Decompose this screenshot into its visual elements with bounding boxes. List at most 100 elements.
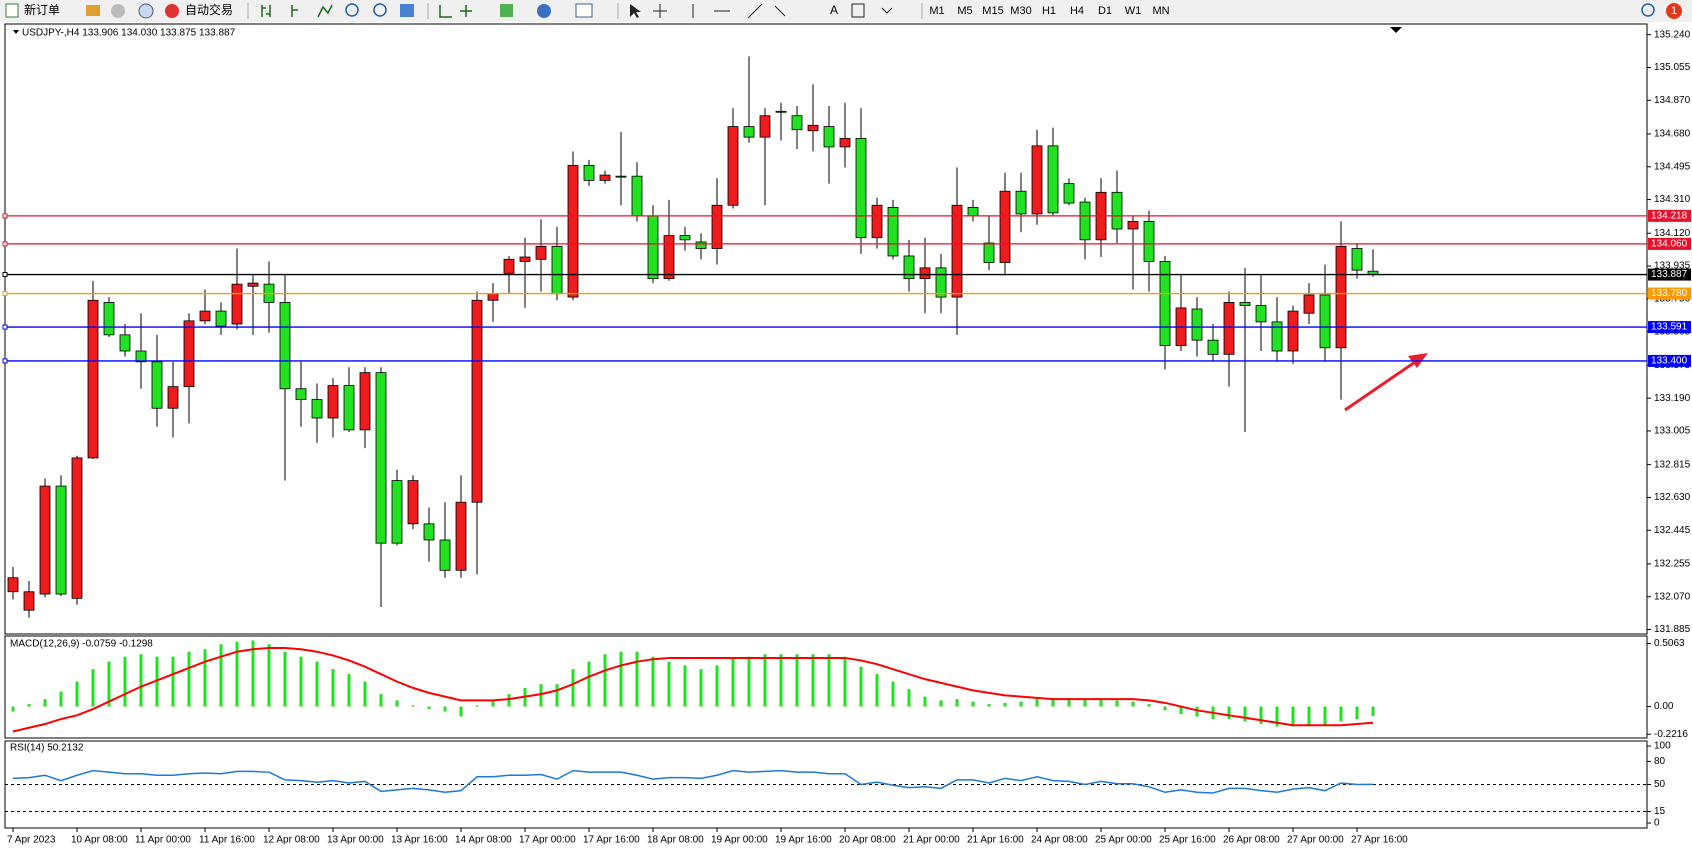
candle-body bbox=[1159, 261, 1171, 347]
zoom-out-icon[interactable] bbox=[373, 3, 387, 17]
candle-body bbox=[583, 164, 595, 181]
zoom-in-icon[interactable] bbox=[345, 3, 359, 17]
macd-bar bbox=[1323, 706, 1327, 726]
x-tick-label: 19 Apr 16:00 bbox=[775, 835, 832, 846]
macd-panel-frame bbox=[4, 635, 1648, 739]
macd-bar bbox=[1243, 706, 1247, 722]
timeframe-button[interactable]: D1 bbox=[1098, 5, 1112, 17]
macd-bar bbox=[11, 706, 15, 712]
timeframe-button[interactable]: M30 bbox=[1010, 5, 1031, 17]
candle-body bbox=[791, 115, 803, 131]
text-tool[interactable]: A bbox=[830, 3, 838, 17]
macd-bar bbox=[1259, 706, 1263, 725]
toolbar-icon[interactable] bbox=[111, 4, 125, 18]
toolbar-icon[interactable] bbox=[86, 5, 100, 16]
toolbar-icon[interactable] bbox=[138, 3, 154, 19]
macd-bar bbox=[843, 656, 847, 707]
candle-body bbox=[743, 126, 755, 138]
macd-bar bbox=[27, 704, 31, 707]
candle-body bbox=[231, 283, 243, 325]
macd-bar bbox=[1035, 697, 1039, 707]
alerts-badge[interactable] bbox=[1666, 3, 1682, 19]
y-tick-label: 50 bbox=[1654, 779, 1666, 790]
toolbar-icon[interactable] bbox=[439, 5, 472, 18]
y-tick-label: 134.310 bbox=[1654, 194, 1691, 205]
timeframe-button[interactable]: H4 bbox=[1070, 5, 1084, 17]
cursor-icon[interactable] bbox=[630, 4, 641, 18]
price-level-handle bbox=[2, 358, 8, 364]
macd-bar bbox=[123, 656, 127, 707]
candle-body bbox=[71, 457, 83, 599]
candle-body bbox=[439, 539, 451, 571]
search-icon[interactable] bbox=[1641, 3, 1655, 17]
macd-bar bbox=[1083, 699, 1087, 707]
candle-body bbox=[1319, 294, 1331, 349]
auto-trading-icon[interactable] bbox=[165, 4, 179, 18]
timeframe-button[interactable]: M5 bbox=[957, 5, 972, 17]
x-tick-label: 25 Apr 16:00 bbox=[1159, 835, 1216, 846]
candle-body bbox=[375, 372, 387, 544]
drawing-tools[interactable] bbox=[653, 3, 786, 19]
indicators-icon[interactable] bbox=[500, 4, 513, 17]
macd-bar bbox=[299, 656, 303, 707]
y-tick-label: 133.935 bbox=[1654, 261, 1691, 272]
y-tick-label: 134.680 bbox=[1654, 129, 1691, 140]
macd-bar bbox=[171, 656, 175, 707]
macd-bar bbox=[1115, 700, 1119, 707]
label-tool[interactable] bbox=[851, 3, 865, 18]
rsi-line bbox=[12, 769, 1374, 794]
macd-bar bbox=[587, 661, 591, 707]
macd-bar bbox=[651, 656, 655, 707]
candle-body bbox=[503, 258, 515, 274]
auto-trading-button[interactable]: 自动交易 bbox=[185, 2, 233, 17]
macd-bar bbox=[827, 654, 831, 707]
macd-bar bbox=[667, 661, 671, 707]
candle-body bbox=[295, 388, 307, 400]
periods-icon[interactable] bbox=[537, 4, 551, 18]
timeframe-button[interactable]: M1 bbox=[929, 5, 944, 17]
price-level-label: 133.780 bbox=[1651, 288, 1688, 299]
price-level-handle bbox=[2, 241, 8, 247]
candle-body bbox=[1255, 305, 1267, 323]
candle-body bbox=[1015, 190, 1027, 215]
templates-icon[interactable] bbox=[575, 3, 593, 18]
macd-bar bbox=[507, 694, 511, 707]
y-tick-label: 131.885 bbox=[1654, 624, 1691, 635]
candle-body bbox=[39, 485, 51, 595]
price-level-tag bbox=[1648, 354, 1691, 367]
y-tick-label: 100 bbox=[1654, 741, 1671, 752]
candle-body bbox=[199, 310, 211, 322]
candle-body bbox=[167, 386, 179, 409]
macd-bar bbox=[363, 681, 367, 707]
price-level-handle bbox=[2, 272, 8, 278]
candle-body bbox=[599, 174, 611, 181]
candle-body bbox=[1127, 220, 1139, 230]
y-tick-label: 135.055 bbox=[1654, 62, 1691, 73]
symbol-marker bbox=[13, 30, 19, 34]
macd-bar bbox=[1099, 699, 1103, 707]
timeframe-button[interactable]: H1 bbox=[1042, 5, 1056, 17]
x-tick-label: 19 Apr 00:00 bbox=[711, 835, 768, 846]
tile-icon[interactable] bbox=[400, 4, 414, 17]
macd-bar bbox=[1355, 706, 1359, 720]
timeframe-button[interactable]: W1 bbox=[1125, 5, 1142, 17]
macd-bar bbox=[923, 696, 927, 707]
x-tick-label: 7 Apr 2023 bbox=[7, 835, 56, 846]
new-order-icon[interactable] bbox=[5, 3, 19, 18]
x-tick-label: 14 Apr 08:00 bbox=[455, 835, 512, 846]
y-tick-label: 0.5063 bbox=[1654, 638, 1685, 649]
timeframe-button[interactable]: M15 bbox=[982, 5, 1003, 17]
y-tick-label: 132.070 bbox=[1654, 591, 1691, 602]
shapes-tool[interactable] bbox=[881, 7, 893, 14]
new-order-button[interactable]: 新订单 bbox=[24, 2, 60, 17]
timeframe-button[interactable]: MN bbox=[1152, 5, 1169, 17]
macd-bar bbox=[459, 706, 463, 717]
candle-body bbox=[615, 175, 627, 178]
x-tick-label: 25 Apr 00:00 bbox=[1095, 835, 1152, 846]
candle-body bbox=[999, 190, 1011, 263]
macd-bar bbox=[379, 694, 383, 707]
macd-bar bbox=[907, 689, 911, 707]
rsi-title: RSI(14) 50.2132 bbox=[10, 743, 84, 754]
candle-body bbox=[215, 310, 227, 327]
chart-type-icons[interactable] bbox=[261, 4, 333, 18]
